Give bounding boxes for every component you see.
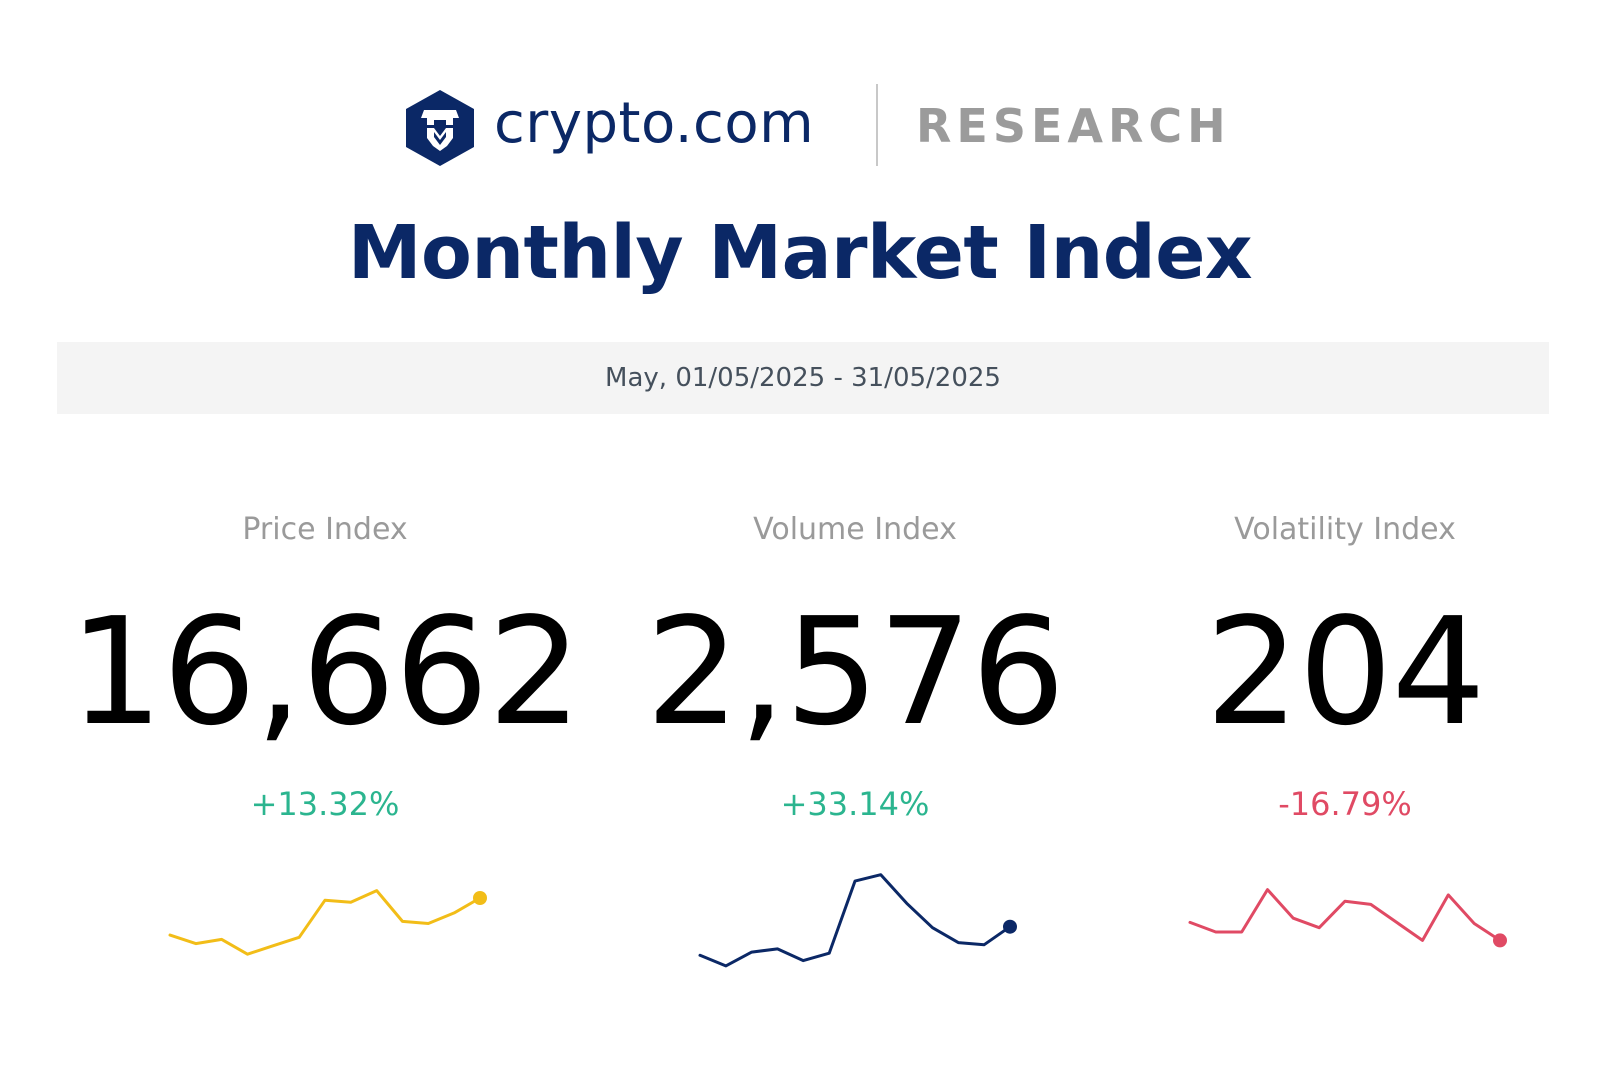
volume-index-sparkline: [590, 850, 1120, 980]
sparkline-series-line: [698, 873, 1012, 968]
price-index-label: Price Index: [242, 512, 408, 547]
sparkline-end-point: [473, 891, 487, 905]
header-divider: [876, 84, 878, 166]
price-index-change: +13.32%: [250, 785, 400, 823]
volatility-index-card: Volatility Index 204 -16.79%: [1080, 500, 1600, 980]
date-range-band: May, 01/05/2025 - 31/05/2025: [57, 342, 1549, 414]
date-range-text: May, 01/05/2025 - 31/05/2025: [605, 363, 1001, 393]
sparkline-end-point: [1003, 919, 1017, 934]
price-index-sparkline-svg: [168, 889, 487, 956]
volume-index-value: 2,576: [645, 586, 1066, 758]
volatility-index-value: 204: [1205, 586, 1486, 758]
volatility-index-sparkline: [1080, 850, 1600, 980]
volatility-index-label: Volatility Index: [1234, 512, 1456, 547]
volume-index-sparkline-svg: [698, 873, 1017, 968]
page-title: Monthly Market Index: [347, 210, 1253, 296]
sparkline-series-line: [1188, 888, 1502, 942]
price-index-card: Price Index 16,662 +13.32%: [60, 500, 590, 980]
volume-index-label: Volume Index: [753, 512, 957, 547]
volume-index-change: +33.14%: [780, 785, 930, 823]
sparkline-series-line: [168, 889, 482, 956]
brand-wordmark: crypto.com: [494, 91, 815, 156]
sparkline-end-point: [1493, 933, 1507, 948]
volatility-index-sparkline-svg: [1188, 888, 1507, 948]
crypto-com-lion-logo-icon: [406, 90, 474, 166]
volume-index-card: Volume Index 2,576 +33.14%: [590, 500, 1120, 980]
section-label: RESEARCH: [916, 99, 1231, 153]
volatility-index-change: -16.79%: [1278, 785, 1412, 823]
price-index-value: 16,662: [69, 586, 582, 758]
header: crypto.com RESEARCH: [0, 84, 1600, 168]
price-index-sparkline: [60, 850, 590, 980]
